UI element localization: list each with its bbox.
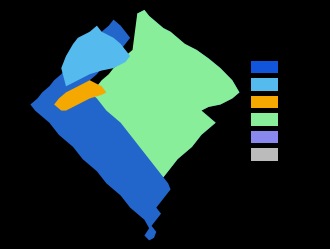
Polygon shape	[61, 26, 130, 86]
Bar	[251, 148, 279, 161]
Polygon shape	[54, 80, 106, 111]
Bar	[251, 61, 279, 73]
Bar	[251, 78, 279, 91]
Bar	[251, 96, 279, 108]
Polygon shape	[90, 10, 240, 177]
Polygon shape	[30, 10, 240, 240]
Bar	[251, 113, 279, 126]
Bar	[251, 131, 279, 143]
